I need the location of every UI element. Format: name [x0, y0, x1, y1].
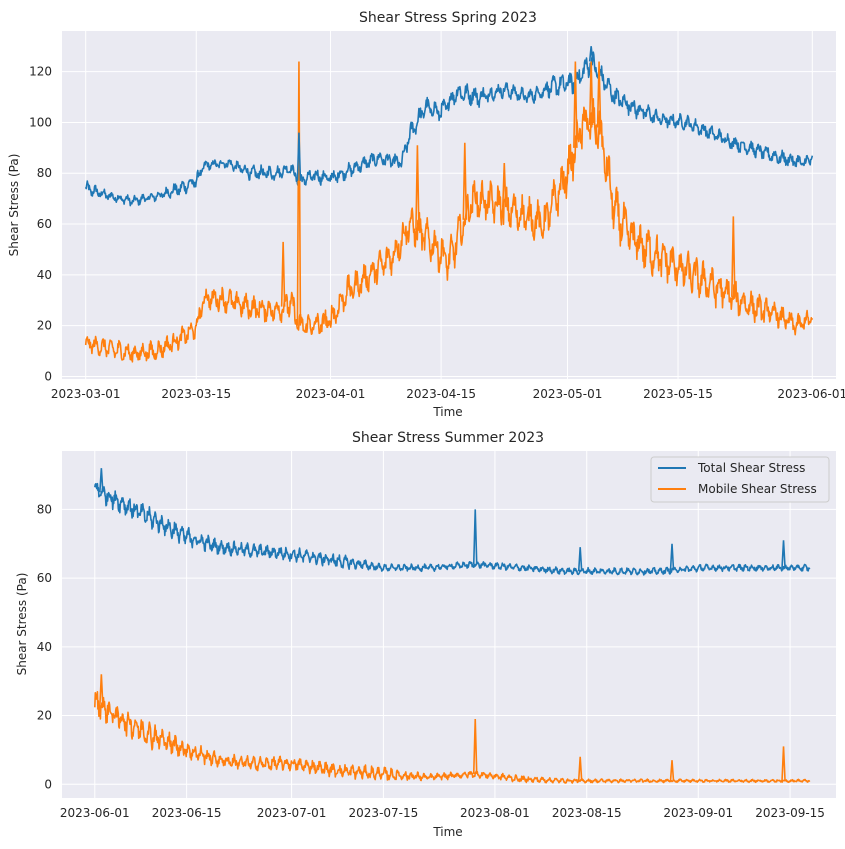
summer-chart-title: Shear Stress Summer 2023 — [352, 430, 544, 446]
series-line-0 — [84, 51, 814, 207]
y-tick-label: 20 — [37, 319, 52, 333]
legend-label-total: Total Shear Stress — [697, 461, 805, 475]
x-tick-label: 2023-03-01 — [51, 387, 121, 401]
series-line-0 — [94, 482, 811, 576]
series-spike — [462, 142, 468, 220]
summer-series — [94, 468, 811, 784]
spring-plot-area — [62, 31, 836, 379]
series-spike — [280, 241, 286, 307]
x-tick-label: 2023-06-15 — [152, 806, 222, 820]
y-tick-label: 60 — [37, 217, 52, 231]
x-tick-label: 2023-05-15 — [643, 387, 713, 401]
spring-y-ticks: 0 20 40 60 80 100 120 — [29, 65, 52, 384]
series-spike — [731, 216, 736, 297]
summer-y-axis-label: Shear Stress (Pa) — [15, 573, 29, 676]
spring-chart-title: Shear Stress Spring 2023 — [359, 10, 537, 26]
x-tick-label: 2023-04-01 — [296, 387, 366, 401]
summer-plot-area — [62, 451, 836, 798]
y-tick-label: 60 — [37, 571, 52, 585]
series-spike — [577, 547, 583, 572]
spring-y-axis-label: Shear Stress (Pa) — [7, 154, 21, 257]
y-tick-label: 80 — [37, 502, 52, 516]
series-spike — [296, 61, 302, 326]
x-tick-label: 2023-07-01 — [257, 806, 327, 820]
series-line-1 — [84, 98, 814, 363]
series-spike — [99, 674, 104, 707]
series-spike — [573, 61, 578, 148]
spring-gridlines — [62, 31, 836, 379]
summer-chart: Shear Stress Summer 2023 2023-06-01 2023-… — [15, 430, 836, 839]
x-tick-label: 2023-06-01 — [60, 806, 130, 820]
spring-series — [84, 46, 814, 363]
series-spike — [588, 46, 594, 62]
x-tick-label: 2023-03-15 — [161, 387, 231, 401]
legend-label-mobile: Mobile Shear Stress — [698, 482, 817, 496]
x-tick-label: 2023-04-15 — [406, 387, 476, 401]
series-spike — [501, 163, 507, 208]
summer-x-ticks: 2023-06-01 2023-06-15 2023-07-01 2023-07-15… — [60, 806, 825, 820]
series-spike — [588, 61, 594, 126]
series-spike — [415, 145, 420, 231]
series-spike — [472, 718, 478, 774]
series-spike — [99, 468, 104, 493]
series-spike — [669, 543, 675, 571]
y-tick-label: 0 — [44, 369, 52, 383]
summer-x-axis-label: Time — [432, 825, 462, 839]
series-spike — [596, 61, 602, 128]
x-tick-label: 2023-09-15 — [755, 806, 825, 820]
spring-x-axis-label: Time — [432, 405, 462, 419]
spring-x-ticks: 2023-03-01 2023-03-15 2023-04-01 2023-04-15… — [51, 387, 845, 401]
y-tick-label: 120 — [29, 65, 52, 79]
summer-y-ticks: 0 20 40 60 80 — [37, 502, 52, 791]
y-tick-label: 80 — [37, 166, 52, 180]
series-spike — [669, 760, 675, 781]
series-spike — [781, 540, 786, 568]
series-spike — [472, 509, 478, 565]
series-line-1 — [94, 690, 811, 784]
summer-legend: Total Shear Stress Mobile Shear Stress — [650, 456, 830, 503]
y-tick-label: 40 — [37, 640, 52, 654]
summer-gridlines — [62, 451, 836, 798]
y-tick-label: 20 — [37, 709, 52, 723]
x-tick-label: 2023-08-01 — [460, 806, 530, 820]
y-tick-label: 100 — [29, 115, 52, 129]
x-tick-label: 2023-06-01 — [777, 387, 845, 401]
y-tick-label: 0 — [44, 777, 52, 791]
series-spike — [296, 132, 302, 181]
x-tick-label: 2023-07-15 — [349, 806, 419, 820]
x-tick-label: 2023-09-01 — [663, 806, 733, 820]
x-tick-label: 2023-05-01 — [533, 387, 603, 401]
x-tick-label: 2023-08-15 — [552, 806, 622, 820]
y-tick-label: 40 — [37, 268, 52, 282]
legend-frame — [650, 456, 830, 503]
series-spike — [577, 756, 583, 781]
spring-chart: Shear Stress Spring 2023 2023-03-01 2023-… — [7, 10, 845, 419]
series-spike — [781, 746, 786, 781]
